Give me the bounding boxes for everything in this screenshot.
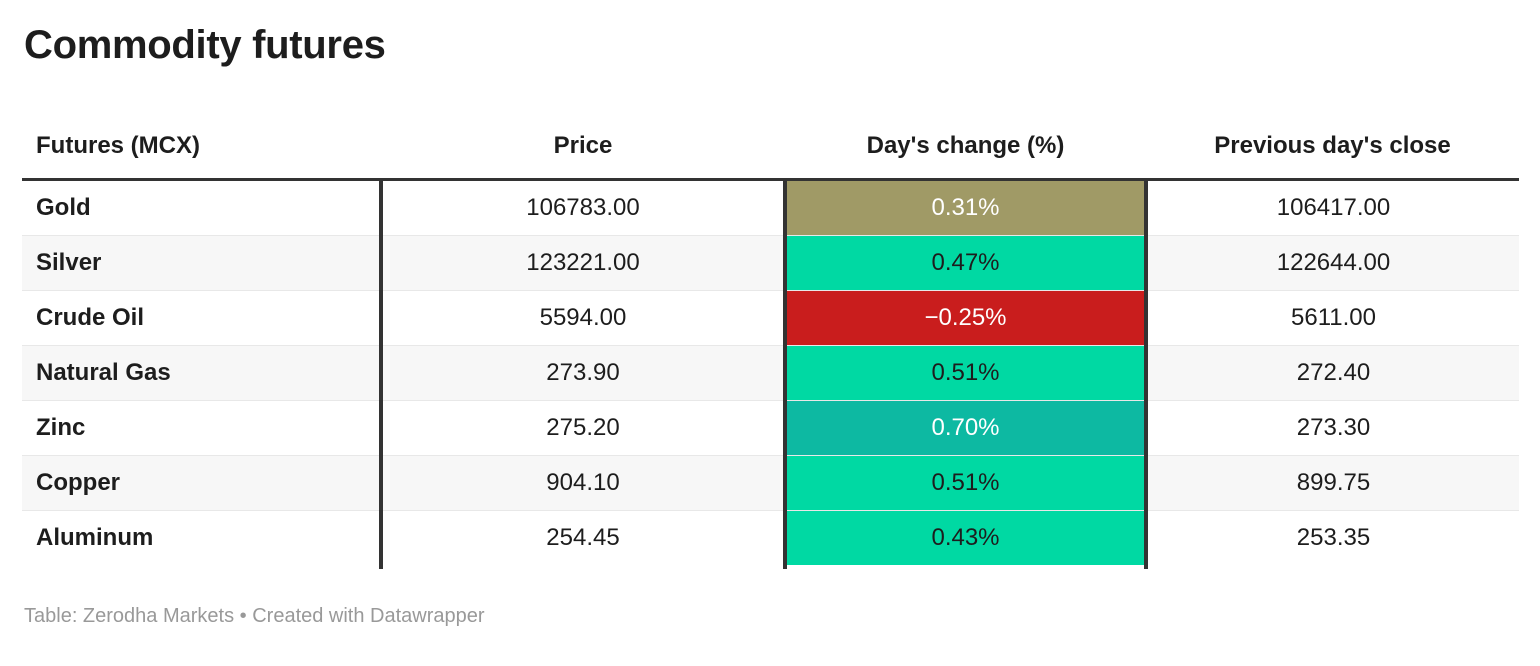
price-value: 904.10 bbox=[379, 455, 785, 511]
futures-name: Zinc bbox=[22, 400, 381, 456]
prev-close-value: 122644.00 bbox=[1144, 235, 1519, 291]
price-value: 275.20 bbox=[379, 400, 785, 456]
days-change-value: 0.70% bbox=[783, 400, 1146, 456]
prev-close-value: 899.75 bbox=[1144, 455, 1519, 511]
prev-close-value: 272.40 bbox=[1144, 345, 1519, 401]
commodity-futures-table: Futures (MCX) Price Day's change (%) Pre… bbox=[22, 112, 1519, 569]
prev-close-value: 106417.00 bbox=[1144, 179, 1519, 236]
futures-name: Natural Gas bbox=[22, 345, 381, 401]
futures-name: Aluminum bbox=[22, 510, 381, 565]
column-divider-stub bbox=[22, 565, 1519, 569]
table-header-row: Futures (MCX) Price Day's change (%) Pre… bbox=[22, 112, 1519, 181]
days-change-value: 0.51% bbox=[783, 455, 1146, 511]
days-change-value: −0.25% bbox=[783, 290, 1146, 346]
price-value: 123221.00 bbox=[379, 235, 785, 291]
col-header-prev-close: Previous day's close bbox=[1146, 112, 1519, 181]
table-row-aluminum: Aluminum 254.45 0.43% 253.35 bbox=[22, 510, 1519, 565]
col-header-futures: Futures (MCX) bbox=[22, 112, 381, 181]
days-change-value: 0.43% bbox=[783, 510, 1146, 565]
futures-name: Copper bbox=[22, 455, 381, 511]
price-value: 5594.00 bbox=[379, 290, 785, 346]
table-row-natural-gas: Natural Gas 273.90 0.51% 272.40 bbox=[22, 345, 1519, 401]
days-change-value: 0.31% bbox=[783, 179, 1146, 236]
days-change-value: 0.51% bbox=[783, 345, 1146, 401]
col-header-days-change: Day's change (%) bbox=[785, 112, 1146, 181]
table-row-gold: Gold 106783.00 0.31% 106417.00 bbox=[22, 179, 1519, 236]
table-row-crude-oil: Crude Oil 5594.00 −0.25% 5611.00 bbox=[22, 290, 1519, 346]
table-row-silver: Silver 123221.00 0.47% 122644.00 bbox=[22, 235, 1519, 291]
col-header-price: Price bbox=[381, 112, 785, 181]
source-attribution: Table: Zerodha Markets • Created with Da… bbox=[24, 605, 485, 627]
futures-name: Silver bbox=[22, 235, 381, 291]
table-row-copper: Copper 904.10 0.51% 899.75 bbox=[22, 455, 1519, 511]
futures-name: Gold bbox=[36, 194, 91, 221]
prev-close-value: 273.30 bbox=[1144, 400, 1519, 456]
futures-name: Crude Oil bbox=[22, 290, 381, 346]
prev-close-value: 253.35 bbox=[1144, 510, 1519, 565]
price-value: 273.90 bbox=[379, 345, 785, 401]
page-title: Commodity futures bbox=[24, 23, 386, 67]
price-value: 254.45 bbox=[379, 510, 785, 565]
prev-close-value: 5611.00 bbox=[1144, 290, 1519, 346]
days-change-value: 0.47% bbox=[783, 235, 1146, 291]
price-value: 106783.00 bbox=[379, 179, 785, 236]
table-row-zinc: Zinc 275.20 0.70% 273.30 bbox=[22, 400, 1519, 456]
